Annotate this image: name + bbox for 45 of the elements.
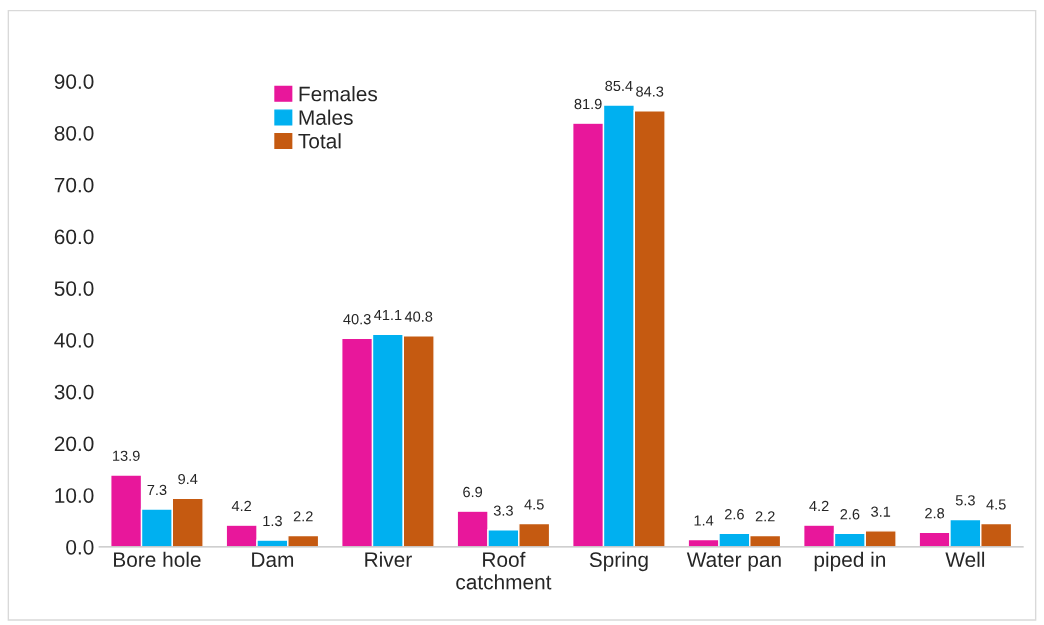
data-label: 4.2: [809, 500, 829, 512]
x-tick-label: Bore hole: [114, 551, 201, 568]
y-tick-label: 80.0: [54, 125, 94, 141]
data-label: 4.5: [524, 499, 544, 510]
data-label: 41.1: [374, 310, 402, 321]
legend-label: Females: [299, 86, 378, 102]
y-tick-label: 10.0: [55, 488, 94, 503]
y-tick-label: 30.0: [54, 384, 94, 400]
y-tick-label: 90.0: [54, 74, 94, 89]
x-tick-label: Roof catchment: [456, 551, 552, 590]
data-label: 2.6: [724, 509, 744, 520]
data-label: 5.3: [955, 495, 975, 506]
x-tick-label: piped in: [814, 551, 886, 572]
x-tick-label: River: [365, 551, 412, 568]
data-label: 84.3: [636, 86, 664, 97]
data-label: 1.3: [263, 515, 282, 527]
data-label: 4.5: [986, 499, 1006, 510]
data-label: 1.4: [694, 515, 714, 526]
data-label: 6.9: [463, 486, 483, 498]
y-tick-label: 20.0: [54, 436, 94, 452]
data-label: 85.4: [605, 80, 633, 92]
x-tick-label: Spring: [589, 551, 648, 572]
data-label: 40.3: [343, 314, 371, 325]
legend-label: Total: [298, 133, 341, 149]
data-label: 2.2: [755, 511, 775, 522]
y-tick-label: 60.0: [54, 229, 94, 245]
y-tick-label: 50.0: [54, 281, 94, 296]
y-tick-label: 40.0: [54, 332, 94, 348]
data-label: 40.8: [404, 311, 433, 322]
data-label: 2.8: [925, 508, 945, 519]
x-tick-label: Water pan: [686, 552, 781, 572]
data-label: 7.3: [147, 484, 167, 496]
data-label: 3.1: [871, 506, 891, 517]
data-label: 9.4: [178, 473, 198, 485]
data-label: 81.9: [574, 98, 602, 110]
x-tick-label: Well: [945, 551, 985, 568]
data-label: 2.6: [840, 509, 860, 520]
y-tick-label: 0.0: [66, 539, 94, 555]
x-tick-label: Dam: [252, 552, 294, 568]
y-tick-label: 70.0: [54, 177, 94, 193]
data-label: 3.3: [493, 505, 513, 516]
data-label: 13.9: [113, 450, 140, 461]
legend-label: Males: [299, 109, 353, 125]
data-label: 2.2: [293, 511, 313, 522]
data-label: 4.2: [231, 500, 252, 512]
